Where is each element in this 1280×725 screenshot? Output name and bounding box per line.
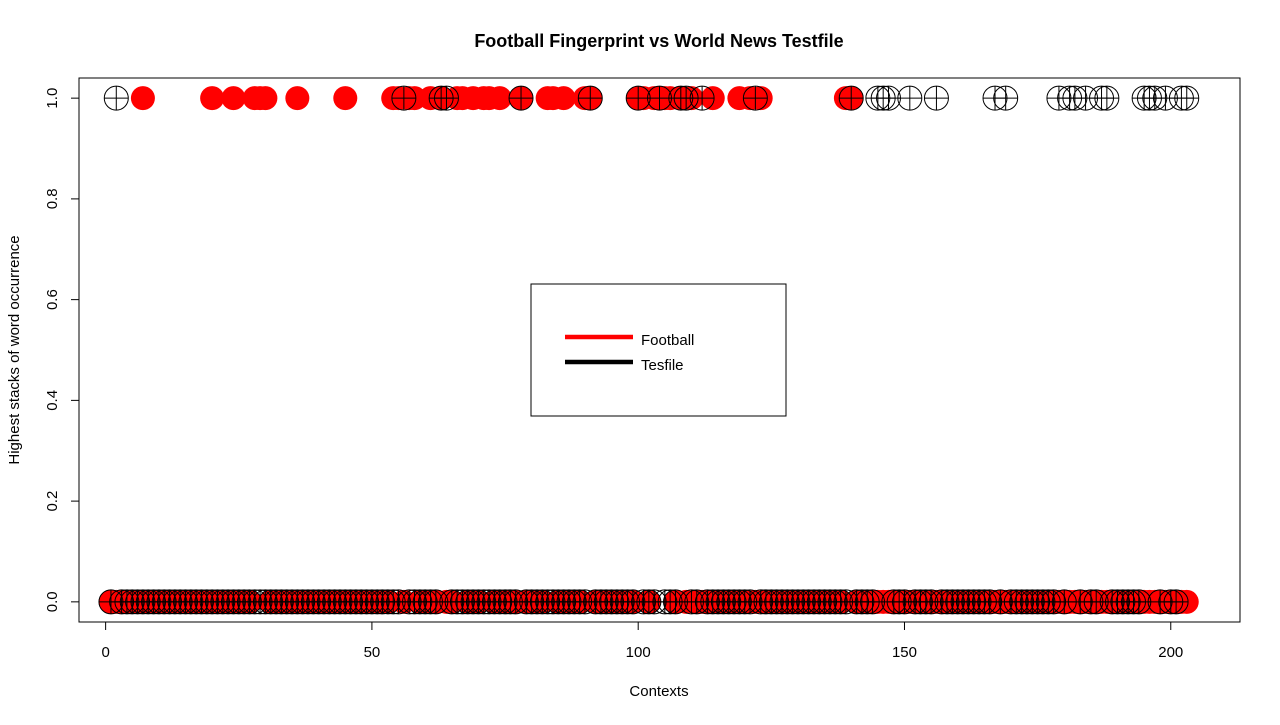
legend-football-label: Football xyxy=(641,332,694,349)
tesfile-point xyxy=(433,85,459,111)
y-axis-label: Highest stacks of word occurrence xyxy=(6,235,23,464)
x-tick-label: 100 xyxy=(626,644,651,661)
legend-box xyxy=(530,283,787,417)
tesfile-point xyxy=(508,85,534,111)
data-points xyxy=(98,85,1200,615)
y-tick-label: 0.8 xyxy=(44,188,61,209)
x-axis-label: Contexts xyxy=(629,683,688,700)
football-point xyxy=(487,86,512,111)
x-axis: 0 50 100 150 200 xyxy=(101,621,1183,661)
tesfile-point xyxy=(1126,589,1152,615)
y-axis: 0.0 0.2 0.4 0.6 0.8 1.0 xyxy=(44,88,80,612)
y-tick-label: 0.2 xyxy=(44,491,61,512)
football-point xyxy=(551,86,576,111)
tesfile-point xyxy=(391,85,417,111)
tesfile-point xyxy=(1174,85,1200,111)
football-point xyxy=(253,86,278,111)
chart-title: Football Fingerprint vs World News Testf… xyxy=(474,31,843,51)
tesfile-point xyxy=(689,85,715,111)
y-tick-label: 0.0 xyxy=(44,591,61,612)
tesfile-point xyxy=(103,85,129,111)
y-tick-label: 1.0 xyxy=(44,88,61,109)
tesfile-point xyxy=(577,85,603,111)
tesfile-point xyxy=(860,589,886,615)
tesfile-point xyxy=(923,85,949,111)
tesfile-point xyxy=(876,85,902,111)
tesfile-point xyxy=(1094,85,1120,111)
football-point xyxy=(333,86,358,111)
tesfile-point xyxy=(897,85,923,111)
y-tick-label: 0.6 xyxy=(44,289,61,310)
tesfile-point xyxy=(1163,589,1189,615)
legend-tesfile-label: Tesfile xyxy=(641,357,684,374)
x-tick-label: 0 xyxy=(101,644,109,661)
y-tick-label: 0.4 xyxy=(44,390,61,411)
football-point xyxy=(285,86,310,111)
legend: Football Tesfile xyxy=(530,283,787,417)
football-point xyxy=(200,86,225,111)
tesfile-point xyxy=(647,85,672,111)
x-tick-label: 200 xyxy=(1158,644,1183,661)
tesfile-point xyxy=(625,85,651,111)
football-point xyxy=(221,86,246,111)
tesfile-point xyxy=(742,85,768,111)
tesfile-point xyxy=(838,85,864,111)
x-tick-label: 150 xyxy=(892,644,917,661)
football-point xyxy=(130,86,155,111)
tesfile-point xyxy=(993,85,1019,111)
x-tick-label: 50 xyxy=(364,644,381,661)
